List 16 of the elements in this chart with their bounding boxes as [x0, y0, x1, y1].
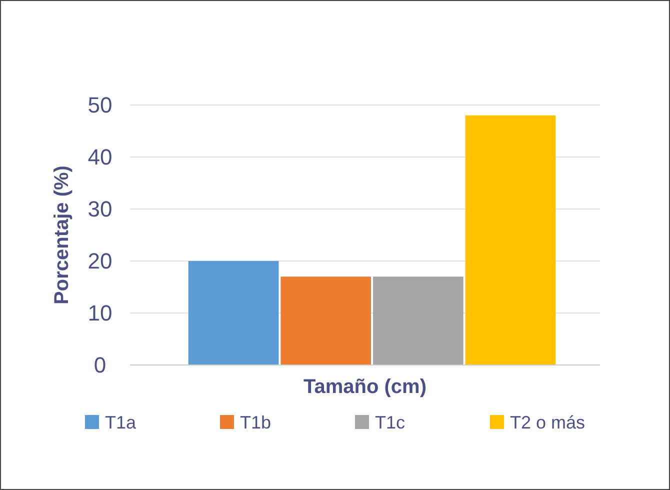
y-axis-title: Porcentaje (%) [51, 166, 73, 304]
legend-label: T1a [105, 412, 138, 432]
y-tick-label: 0 [94, 352, 106, 378]
legend-label: T1b [240, 412, 272, 432]
y-tick-label: 50 [88, 92, 112, 118]
y-tick-label: 20 [88, 248, 112, 274]
bar [280, 276, 371, 365]
bar [373, 276, 464, 365]
legend-label: T2 o más [510, 412, 586, 432]
y-tick-label: 30 [88, 196, 112, 222]
y-tick-label: 10 [88, 300, 112, 326]
bar [188, 261, 279, 365]
legend-label: T1c [375, 412, 406, 432]
bar [465, 115, 556, 365]
x-axis-title: Tamaño (cm) [304, 376, 426, 398]
y-tick-label: 40 [88, 144, 112, 170]
